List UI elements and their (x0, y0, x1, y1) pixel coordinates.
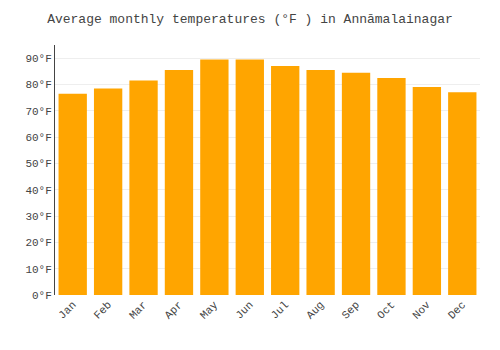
svg-text:20°F: 20°F (25, 237, 51, 249)
svg-text:Aug: Aug (304, 299, 326, 321)
svg-text:Nov: Nov (410, 299, 433, 322)
svg-text:Dec: Dec (446, 299, 468, 321)
svg-text:Jun: Jun (233, 299, 255, 321)
svg-text:90°F: 90°F (25, 53, 51, 65)
svg-text:Apr: Apr (162, 299, 184, 321)
svg-text:40°F: 40°F (25, 185, 51, 197)
svg-text:70°F: 70°F (25, 106, 51, 118)
svg-text:0°F: 0°F (32, 290, 52, 302)
svg-text:May: May (198, 299, 221, 322)
svg-text:Mar: Mar (127, 299, 149, 321)
svg-text:Jan: Jan (56, 299, 78, 321)
svg-text:Oct: Oct (375, 299, 397, 321)
svg-text:Sep: Sep (340, 299, 362, 321)
svg-text:Feb: Feb (92, 299, 114, 321)
svg-text:30°F: 30°F (25, 211, 51, 223)
svg-text:50°F: 50°F (25, 158, 51, 170)
svg-text:10°F: 10°F (25, 264, 51, 276)
svg-text:80°F: 80°F (25, 79, 51, 91)
svg-text:Jul: Jul (269, 299, 291, 321)
svg-text:60°F: 60°F (25, 132, 51, 144)
svg-text:Average monthly temperatures (: Average monthly temperatures (°F ) in An… (47, 12, 453, 27)
